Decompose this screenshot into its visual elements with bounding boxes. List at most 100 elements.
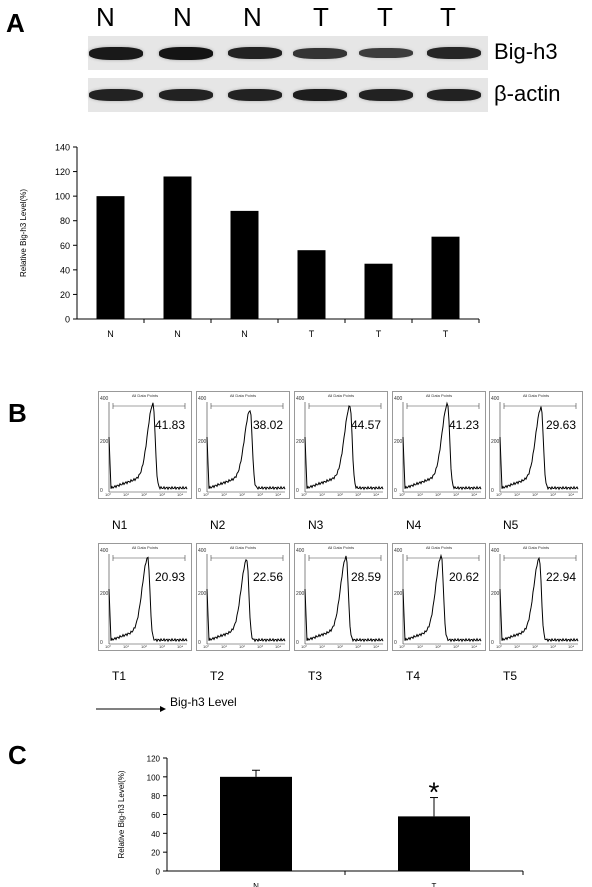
sample-label: T1 bbox=[112, 669, 127, 683]
bar-chart-a: 0 20 40 60 80 100 120 140 N N N T T T Relative Big-h3 … bbox=[19, 143, 480, 339]
histogram-value: 22.94 bbox=[546, 570, 577, 584]
bar bbox=[364, 263, 393, 319]
flow-x-tick-label: 10⁰ bbox=[105, 644, 112, 649]
histogram-curve bbox=[499, 406, 579, 491]
x-tick-label: T bbox=[443, 329, 449, 339]
flow-histogram: All Data Points 400 200 0 10⁰ 10¹ 10² 10³ 10⁴ bbox=[98, 391, 192, 499]
x-tick-label: T bbox=[309, 329, 315, 339]
blot-band bbox=[359, 48, 413, 58]
flow-histogram: All Data Points 400 200 0 10⁰ 10¹ 10² 10³ 10⁴ bbox=[392, 543, 486, 651]
bar bbox=[297, 250, 326, 319]
lane-label: N bbox=[173, 2, 192, 32]
blot-band bbox=[293, 89, 347, 101]
flow-x-tick-label: 10¹ bbox=[319, 644, 325, 649]
flow-x-tick-label: 10³ bbox=[159, 644, 165, 649]
flow-y-tick-label: 400 bbox=[394, 548, 403, 554]
flow-x-tick-label: 10⁴ bbox=[471, 492, 478, 497]
flow-x-tick-label: 10³ bbox=[453, 492, 459, 497]
histogram-plot bbox=[402, 401, 482, 493]
flow-histogram: All Data Points 400 200 0 10⁰ 10¹ 10² 10³ 10⁴ bbox=[392, 391, 486, 499]
bar bbox=[96, 196, 125, 319]
flow-x-tick-label: 10³ bbox=[257, 492, 263, 497]
flow-x-tick-label: 10¹ bbox=[514, 492, 520, 497]
flow-x-tick-label: 10² bbox=[532, 644, 538, 649]
sample-label: N4 bbox=[406, 518, 422, 532]
sample-label: T4 bbox=[406, 669, 421, 683]
flow-y-tick-label: 0 bbox=[100, 488, 103, 494]
flow-histogram: All Data Points 400 200 0 10⁰ 10¹ 10² 10³ 10⁴ bbox=[294, 391, 388, 499]
bar bbox=[220, 776, 292, 871]
flow-histogram: All Data Points 400 200 0 10⁰ 10¹ 10² 10³ 10⁴ bbox=[294, 543, 388, 651]
y-tick-label: 120 bbox=[55, 167, 70, 177]
flow-x-tick-label: 10³ bbox=[159, 492, 165, 497]
histogram-value: 41.23 bbox=[449, 418, 480, 432]
y-tick-label: 0 bbox=[156, 868, 161, 877]
flow-x-tick-label: 10⁴ bbox=[177, 492, 184, 497]
panel-c-letter: C bbox=[8, 740, 27, 770]
histogram-plot bbox=[402, 553, 482, 645]
flow-y-tick-label: 400 bbox=[491, 396, 500, 402]
blot-strip bbox=[88, 78, 488, 112]
axis-caption: Big-h3 Level bbox=[170, 695, 237, 709]
flow-x-tick-label: 10² bbox=[141, 644, 147, 649]
histogram-value: 28.59 bbox=[351, 570, 382, 584]
flow-y-tick-label: 0 bbox=[100, 640, 103, 646]
histogram-plot bbox=[206, 402, 286, 493]
flow-x-tick-label: 10² bbox=[239, 644, 245, 649]
blot-band bbox=[293, 47, 347, 59]
bar bbox=[163, 176, 192, 319]
y-tick-label: 100 bbox=[147, 773, 161, 782]
histogram-value: 38.02 bbox=[253, 418, 284, 432]
flow-x-tick-label: 10³ bbox=[550, 492, 556, 497]
flow-histogram: All Data Points 400 200 0 10⁰ 10¹ 10² 10³ 10⁴ bbox=[489, 543, 583, 651]
histogram-plot bbox=[304, 402, 384, 493]
gate-title: All Data Points bbox=[425, 393, 453, 398]
bar bbox=[431, 236, 460, 319]
histogram-plot bbox=[499, 554, 579, 645]
flow-y-tick-label: 200 bbox=[198, 439, 207, 445]
sample-label: N5 bbox=[503, 518, 519, 532]
sample-label: N1 bbox=[112, 518, 128, 532]
flow-x-tick-label: 10⁰ bbox=[399, 644, 406, 649]
histogram-plot bbox=[108, 402, 188, 493]
histogram-value: 20.93 bbox=[155, 570, 186, 584]
blot-band bbox=[359, 89, 413, 101]
flow-x-tick-label: 10⁴ bbox=[568, 492, 575, 497]
flow-x-tick-label: 10¹ bbox=[417, 644, 423, 649]
y-tick-label: 100 bbox=[55, 192, 70, 202]
blot-strip bbox=[88, 36, 488, 70]
flow-y-tick-label: 400 bbox=[198, 396, 207, 402]
y-axis-label: Relative Big-h3 Level(%) bbox=[19, 189, 28, 277]
flow-x-tick-label: 10¹ bbox=[123, 644, 129, 649]
y-tick-label: 140 bbox=[55, 143, 70, 153]
flow-histogram: All Data Points 400 200 0 10⁰ 10¹ 10² 10³ 10⁴ bbox=[489, 391, 583, 499]
lane-label: N bbox=[96, 2, 115, 32]
flow-x-tick-label: 10¹ bbox=[221, 644, 227, 649]
flow-y-tick-label: 0 bbox=[296, 488, 299, 494]
flow-y-tick-label: 200 bbox=[394, 439, 403, 445]
flow-x-tick-label: 10³ bbox=[550, 644, 556, 649]
histogram-value: 41.83 bbox=[155, 418, 186, 432]
y-tick-label: 60 bbox=[60, 241, 70, 251]
panel-b-letter: B bbox=[8, 398, 27, 428]
flow-x-tick-label: 10¹ bbox=[123, 492, 129, 497]
flow-x-tick-label: 10⁰ bbox=[496, 492, 503, 497]
y-tick-label: 40 bbox=[151, 830, 160, 839]
flow-y-tick-label: 0 bbox=[198, 640, 201, 646]
histogram-curve bbox=[304, 405, 384, 491]
histogram-plot bbox=[206, 554, 286, 645]
flow-x-tick-label: 10² bbox=[239, 492, 245, 497]
histogram-curve bbox=[108, 556, 188, 643]
histogram-curve bbox=[108, 402, 188, 491]
x-tick-label: N bbox=[253, 882, 259, 887]
flow-x-tick-label: 10⁰ bbox=[301, 644, 308, 649]
lane-label: N bbox=[243, 2, 262, 32]
gate-title: All Data Points bbox=[522, 393, 550, 398]
flow-x-tick-label: 10³ bbox=[355, 644, 361, 649]
histogram-value: 20.62 bbox=[449, 570, 480, 584]
blot-band bbox=[427, 89, 481, 101]
flow-x-tick-label: 10¹ bbox=[417, 492, 423, 497]
histogram-curve bbox=[206, 409, 286, 491]
flow-y-tick-label: 0 bbox=[491, 488, 494, 494]
blot-band bbox=[159, 46, 213, 60]
